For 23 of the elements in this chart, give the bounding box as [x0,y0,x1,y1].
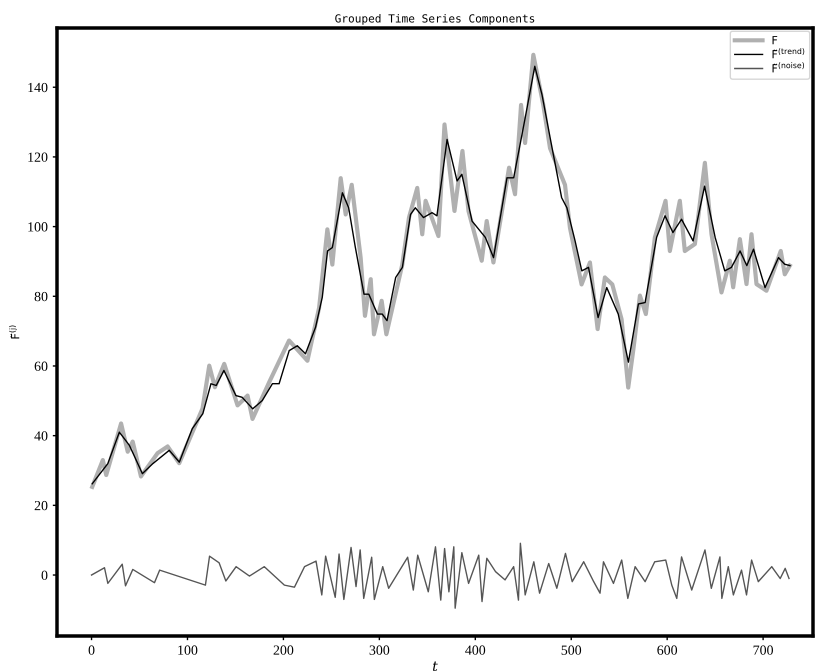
y-tick-label: 40 [34,431,48,441]
line-series [90,542,790,609]
y-tick-label: 60 [34,362,48,371]
y-tick-label: 100 [28,222,48,232]
x-tick-label: 100 [178,645,198,655]
x-tick-label: 0 [88,645,94,655]
x-tick-label: 200 [274,645,294,655]
y-tick-label: 0 [42,570,48,580]
legend-label: F [772,36,778,44]
x-tick-label: 400 [465,645,486,655]
x-tick-label: 700 [754,645,773,655]
x-tick-label: 600 [657,645,678,655]
y-tick-label: 80 [34,292,48,302]
y-tick-label: 20 [34,500,48,510]
legend-label: F̃$^{(noise)}$ [772,62,804,72]
legend-label: F̃$^{(trend)}$ [772,48,804,58]
x-axis-title: t [432,662,438,671]
x-tick-label: 500 [562,645,582,655]
y-tick-label: 120 [28,152,48,162]
y-axis-title: F̃$^{(j)}$ [9,325,20,338]
y-tick-label: 140 [28,82,48,92]
chart-title: Grouped Time Series Components [335,14,534,25]
x-tick-label: 300 [370,645,390,655]
